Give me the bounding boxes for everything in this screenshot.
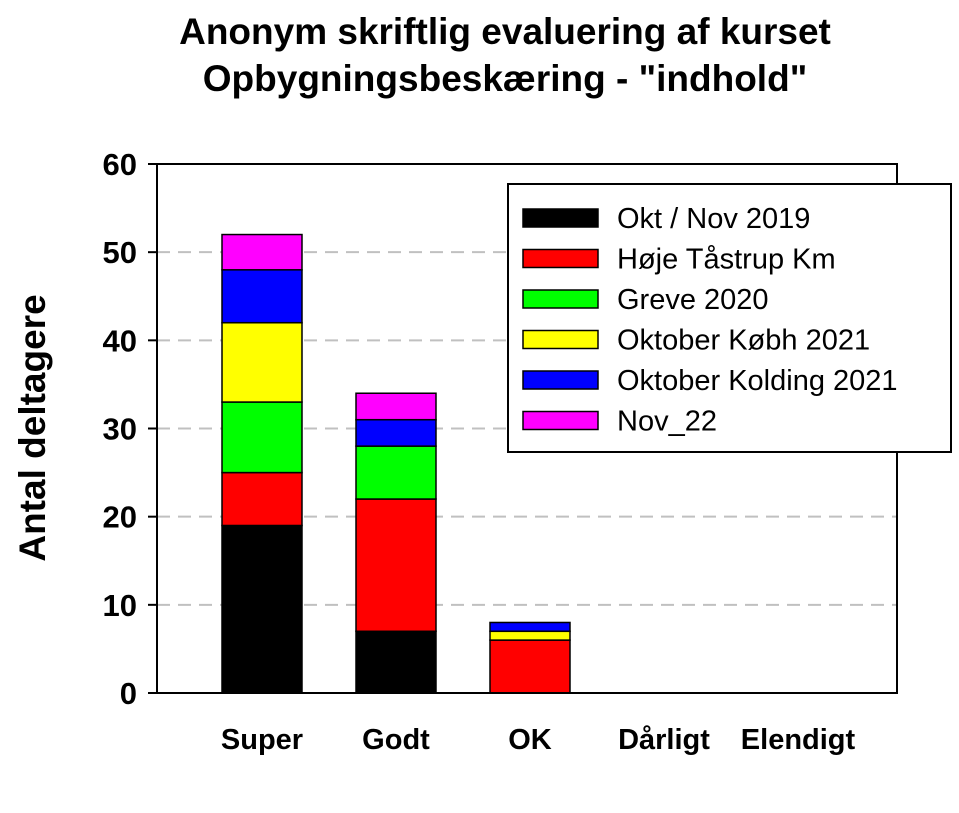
y-tick-label: 0 [120, 676, 137, 711]
legend-label: Oktober Kolding 2021 [617, 365, 898, 397]
y-axis: 0 10 20 30 40 50 60 [103, 147, 157, 711]
bar-segment [355, 445, 437, 500]
legend-label: Oktober Købh 2021 [617, 325, 870, 357]
x-tick-label: Dårligt [618, 724, 710, 756]
legend-swatch [522, 370, 599, 390]
y-axis-label: Antal deltagere [12, 294, 53, 561]
bar-segment [355, 630, 437, 694]
x-tick-label: Godt [362, 724, 430, 756]
bars [221, 233, 571, 694]
bar-segment [221, 401, 303, 474]
bar-segment [489, 621, 571, 633]
legend-swatch [522, 329, 599, 350]
legend-swatch [522, 208, 599, 228]
x-tick-label: OK [508, 724, 552, 756]
bar-segment [221, 321, 303, 403]
legend-label: Nov_22 [617, 406, 717, 438]
bar-segment [489, 630, 571, 641]
legend-label: Greve 2020 [617, 284, 769, 316]
bar-segment [355, 498, 437, 633]
bar-segment [355, 418, 437, 447]
chart-title: Anonym skriftlig evaluering af kurset [179, 11, 831, 52]
legend-box [507, 183, 952, 453]
y-tick-label: 50 [103, 235, 137, 270]
legend-label: Okt / Nov 2019 [617, 203, 810, 235]
bar-segment [355, 392, 437, 421]
y-tick-label: 30 [103, 412, 137, 447]
y-tick-label: 60 [103, 147, 137, 182]
chart-subtitle: Opbygningsbeskæring - "indhold" [203, 58, 807, 99]
x-tick-label: Super [221, 724, 303, 756]
bar-segment [489, 639, 571, 694]
bar-segment [221, 471, 303, 527]
bar-segment [221, 233, 303, 271]
y-tick-label: 20 [103, 500, 137, 535]
y-tick-label: 10 [103, 588, 137, 623]
y-tick-label: 40 [103, 323, 137, 358]
x-axis: Super Godt OK Dårligt Elendigt [221, 724, 856, 756]
legend-label: Høje Tåstrup Km [617, 244, 836, 276]
bar-segment [221, 524, 303, 694]
legend: Okt / Nov 2019 Høje Tåstrup Km Greve 2020 O… [507, 183, 952, 453]
bar-segment [221, 269, 303, 324]
x-tick-label: Elendigt [741, 724, 856, 756]
legend-swatch [522, 248, 599, 269]
legend-swatch [522, 410, 599, 431]
legend-swatch [522, 289, 599, 309]
